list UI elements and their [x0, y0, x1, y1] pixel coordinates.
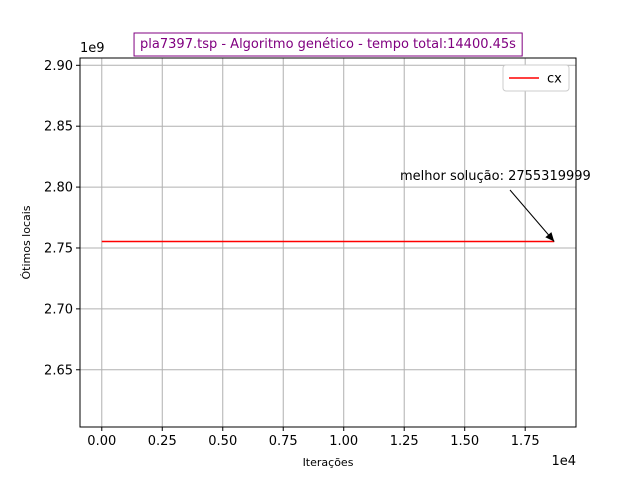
x-axis-label: Iterações: [303, 456, 354, 469]
annotation: melhor solução: 2755319999: [400, 169, 591, 242]
annotation-arrowhead: [545, 232, 555, 242]
legend-entry-cx: cx: [547, 72, 562, 87]
y-axis-label: Ótimos locais: [20, 205, 33, 279]
y-tick-label: 2.90: [44, 59, 73, 74]
chart-title-box: pla7397.tsp - Algoritmo genético - tempo…: [133, 32, 523, 57]
y-tick-label: 2.75: [44, 241, 73, 256]
x-axis-ticks: 0.00 0.25 0.50 0.75 1.00 1.25 1.50 1.75: [87, 427, 540, 449]
x-tick-label: 1.25: [390, 434, 419, 449]
annotation-arrow: [509, 189, 555, 242]
x-tick-label: 0.00: [87, 434, 116, 449]
x-tick-label: 1.50: [450, 434, 479, 449]
legend: cx: [502, 64, 570, 92]
y-tick-label: 2.85: [44, 120, 73, 135]
annotation-label: melhor solução: 2755319999: [400, 169, 591, 184]
y-tick-label: 2.70: [44, 302, 73, 317]
y-axis-offset-label: 1e9: [80, 41, 105, 56]
x-axis-offset-label: 1e4: [551, 454, 576, 469]
chart-title: pla7397.tsp - Algoritmo genético - tempo…: [140, 37, 516, 52]
y-tick-label: 2.80: [44, 181, 73, 196]
x-tick-label: 1.00: [329, 434, 358, 449]
x-tick-label: 0.25: [148, 434, 177, 449]
x-tick-label: 0.75: [269, 434, 298, 449]
plot-area-frame: [79, 57, 577, 428]
x-tick-label: 1.75: [511, 434, 540, 449]
y-tick-label: 2.65: [44, 363, 73, 378]
grid-lines: [80, 58, 576, 427]
x-tick-label: 0.50: [208, 434, 237, 449]
y-axis-ticks: 2.65 2.70 2.75 2.80 2.85 2.90: [44, 59, 80, 378]
